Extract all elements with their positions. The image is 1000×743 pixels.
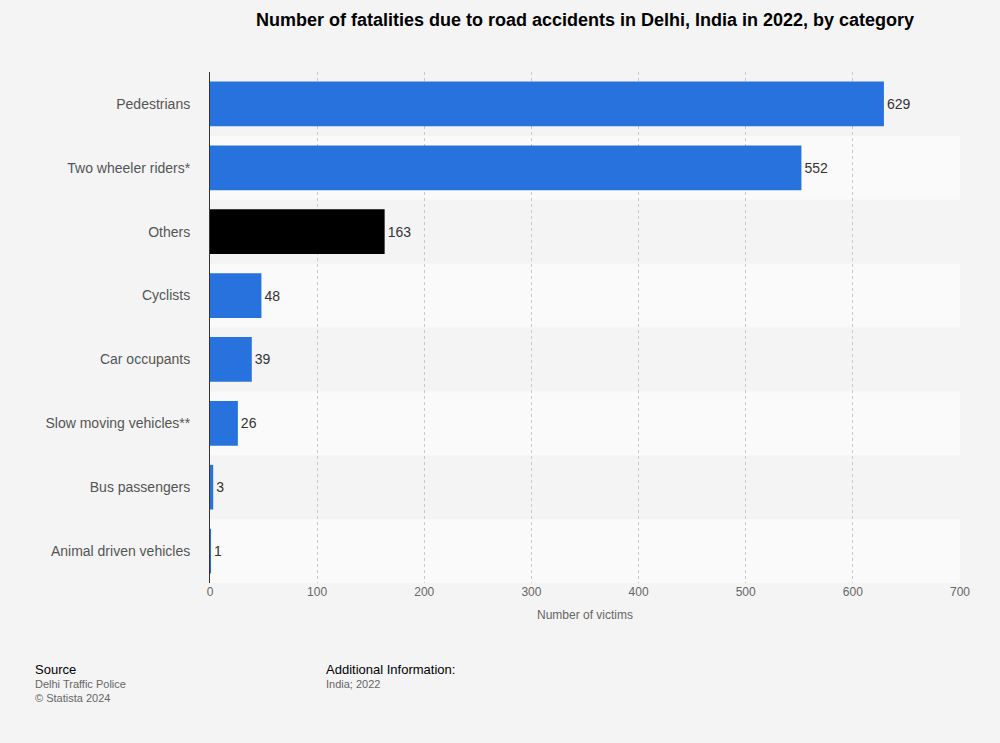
svg-text:Cyclists: Cyclists <box>142 287 190 303</box>
svg-text:Delhi Traffic Police© Statista: Delhi Traffic Police© Statista 2024 <box>35 678 126 704</box>
svg-text:400: 400 <box>629 585 649 599</box>
svg-text:629: 629 <box>887 96 911 112</box>
svg-text:200: 200 <box>414 585 434 599</box>
svg-text:163: 163 <box>388 224 412 240</box>
svg-text:3: 3 <box>216 479 224 495</box>
svg-text:26: 26 <box>241 415 257 431</box>
svg-text:0: 0 <box>207 585 214 599</box>
svg-text:700: 700 <box>950 585 970 599</box>
svg-text:300: 300 <box>521 585 541 599</box>
svg-text:Bus passengers: Bus passengers <box>90 479 190 495</box>
svg-text:552: 552 <box>804 160 828 176</box>
svg-text:Pedestrians: Pedestrians <box>116 96 190 112</box>
svg-text:Others: Others <box>148 224 190 240</box>
svg-text:1: 1 <box>214 543 222 559</box>
svg-text:Number of victims: Number of victims <box>537 608 633 622</box>
svg-text:India; 2022: India; 2022 <box>326 678 380 690</box>
svg-text:48: 48 <box>264 288 280 304</box>
svg-text:100: 100 <box>307 585 327 599</box>
svg-text:Source: Source <box>35 662 76 677</box>
svg-text:500: 500 <box>736 585 756 599</box>
svg-text:600: 600 <box>843 585 863 599</box>
svg-text:Additional Information:: Additional Information: <box>326 662 455 677</box>
svg-text:Animal driven vehicles: Animal driven vehicles <box>51 543 190 559</box>
svg-text:Number of fatalities due to ro: Number of fatalities due to road acciden… <box>256 10 914 30</box>
svg-text:Car occupants: Car occupants <box>100 351 190 367</box>
svg-text:39: 39 <box>255 351 271 367</box>
svg-text:Slow moving vehicles**: Slow moving vehicles** <box>45 415 190 431</box>
svg-text:Two wheeler riders*: Two wheeler riders* <box>67 160 190 176</box>
